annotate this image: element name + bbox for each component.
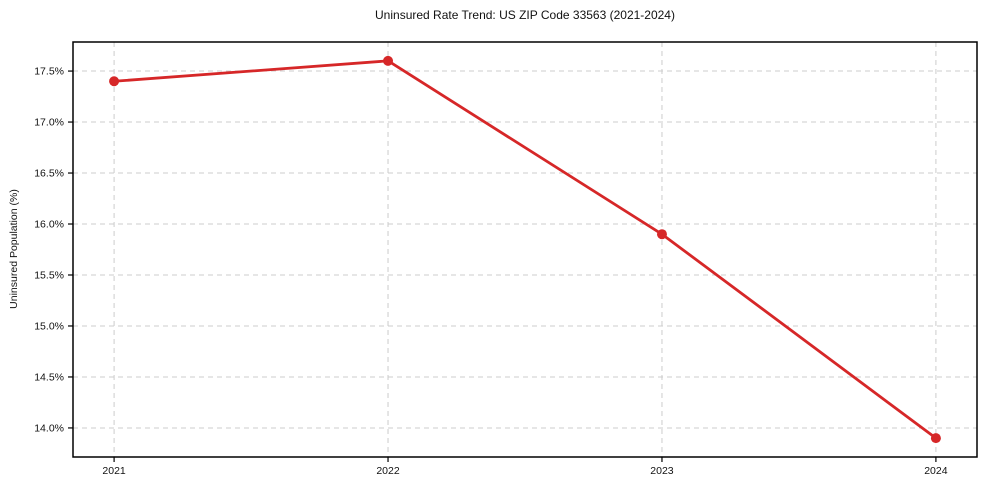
x-tick-label: 2022 <box>376 465 400 477</box>
x-tick-label: 2023 <box>650 465 674 477</box>
data-point-2022 <box>383 55 394 66</box>
chart-title: Uninsured Rate Trend: US ZIP Code 33563 … <box>375 8 675 22</box>
y-tick-label: 16.0% <box>34 219 64 231</box>
data-point-2023 <box>656 229 667 240</box>
y-tick-label: 17.5% <box>34 66 64 78</box>
y-tick-label: 14.5% <box>34 371 64 383</box>
y-tick-label: 15.0% <box>34 320 64 332</box>
y-tick-label: 14.0% <box>34 422 64 434</box>
y-tick-label: 17.0% <box>34 117 64 129</box>
x-tick-label: 2021 <box>102 465 126 477</box>
plot-border <box>72 41 978 458</box>
y-axis-label: Uninsured Population (%) <box>8 189 20 309</box>
data-point-2024 <box>930 433 941 444</box>
y-tick-label: 15.5% <box>34 269 64 281</box>
y-tick-label: 16.5% <box>34 168 64 180</box>
data-point-2021 <box>109 76 120 87</box>
trend-line <box>112 59 938 440</box>
x-tick-label: 2024 <box>924 465 948 477</box>
